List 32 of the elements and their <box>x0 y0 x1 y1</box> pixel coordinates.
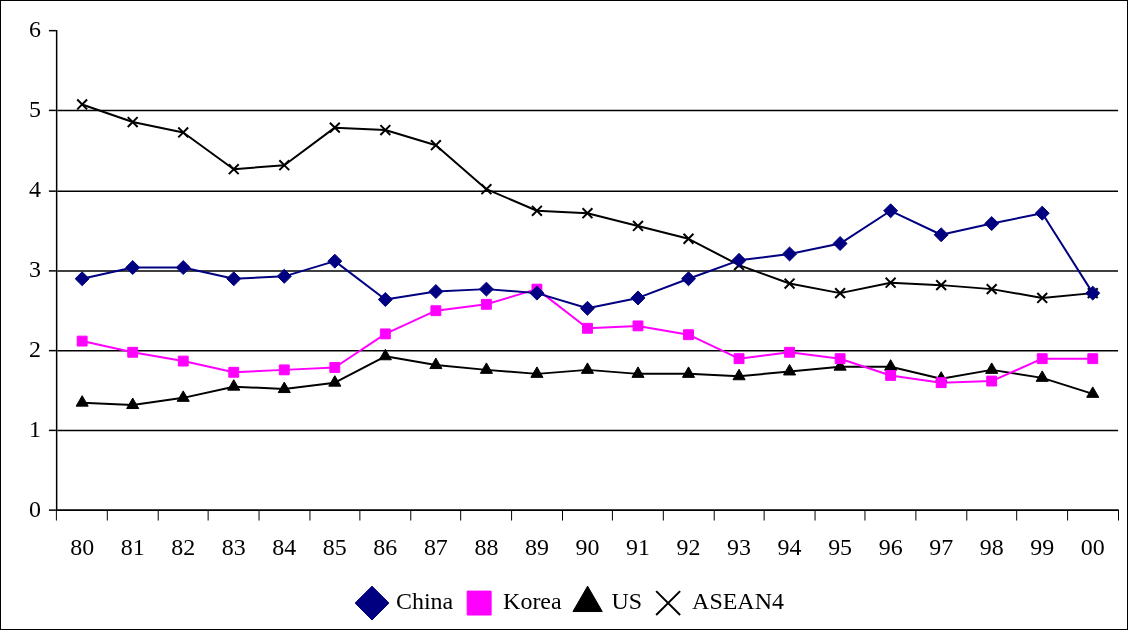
legend-label: US <box>611 588 643 615</box>
x-tick-label: 84 <box>272 534 297 561</box>
legend-label: China <box>395 588 454 615</box>
x-tick-label: 81 <box>120 534 145 561</box>
y-tick-label: 4 <box>28 176 41 203</box>
x-tick-label: 83 <box>221 534 246 561</box>
x-tick-label: 00 <box>1080 534 1105 561</box>
x-tick-label: 94 <box>777 534 802 561</box>
y-tick-label: 2 <box>28 335 41 362</box>
x-tick-label: 85 <box>322 534 347 561</box>
x-tick-label: 97 <box>929 534 954 561</box>
x-tick-label: 88 <box>474 534 499 561</box>
x-tick-label: 99 <box>1030 534 1055 561</box>
y-tick-label: 5 <box>28 96 41 123</box>
x-tick-label: 95 <box>828 534 853 561</box>
x-tick-label: 93 <box>727 534 752 561</box>
y-tick-label: 0 <box>28 495 41 522</box>
x-tick-label: 86 <box>373 534 398 561</box>
legend-label: ASEAN4 <box>692 588 784 615</box>
legend-label: Korea <box>503 588 563 615</box>
x-tick-label: 89 <box>524 534 549 561</box>
y-tick-label: 3 <box>28 256 41 283</box>
x-tick-label: 87 <box>423 534 448 561</box>
x-tick-label: 91 <box>626 534 650 561</box>
x-tick-label: 80 <box>70 534 95 561</box>
x-tick-label: 92 <box>676 534 701 561</box>
x-tick-label: 82 <box>171 534 196 561</box>
x-tick-label: 96 <box>878 534 903 561</box>
y-tick-label: 1 <box>28 415 41 442</box>
x-tick-label: 90 <box>575 534 600 561</box>
x-tick-label: 98 <box>979 534 1004 561</box>
y-tick-label: 6 <box>28 16 41 43</box>
